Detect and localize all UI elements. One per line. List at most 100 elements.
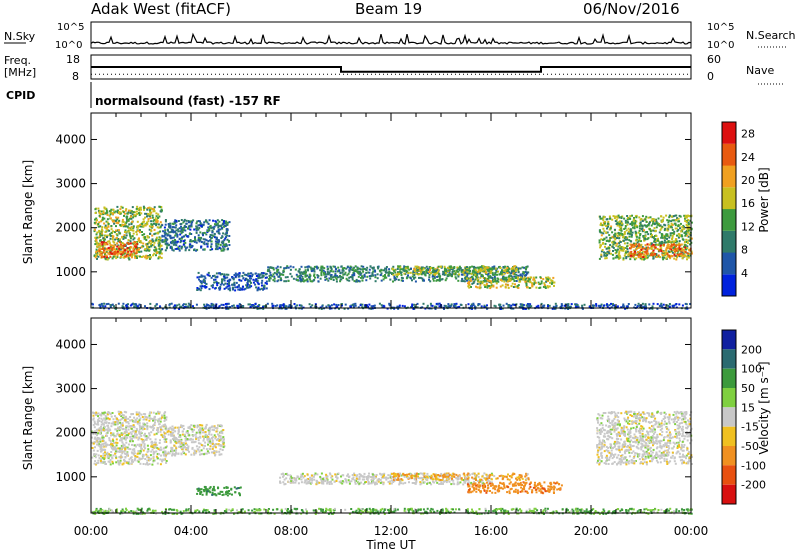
data-cell: [351, 274, 354, 277]
data-cell: [100, 455, 102, 458]
data-cell: [207, 222, 210, 225]
data-cell: [103, 255, 106, 258]
data-cell: [544, 287, 547, 289]
data-cell: [411, 303, 414, 306]
data-cell: [95, 233, 98, 236]
data-cell: [478, 287, 481, 290]
data-cell: [152, 220, 155, 223]
data-cell: [135, 411, 138, 414]
data-cell: [602, 232, 605, 235]
data-cell: [100, 213, 103, 216]
data-cell: [632, 254, 635, 257]
colorbar-segment: [722, 122, 736, 144]
data-cell: [94, 463, 97, 466]
data-cell: [623, 254, 626, 257]
data-cell: [627, 227, 630, 230]
data-cell: [284, 307, 287, 310]
data-cell: [481, 281, 484, 284]
data-cell: [678, 235, 681, 237]
data-cell: [679, 248, 682, 251]
data-cell: [153, 445, 156, 448]
data-cell: [159, 205, 162, 208]
data-cell: [438, 278, 441, 281]
data-cell: [305, 271, 307, 274]
data-cell: [118, 247, 121, 250]
data-cell: [603, 238, 606, 241]
data-cell: [155, 307, 158, 310]
data-cell: [117, 244, 120, 247]
data-cell: [471, 265, 474, 268]
data-cell: [93, 254, 96, 257]
data-cell: [498, 303, 501, 306]
data-cell: [671, 305, 674, 308]
data-cell: [653, 238, 656, 241]
data-cell: [132, 249, 135, 252]
data-cell: [623, 237, 626, 239]
data-cell: [420, 273, 423, 276]
data-cell: [658, 242, 661, 245]
data-cell: [395, 278, 398, 281]
data-cell: [414, 265, 417, 268]
data-cell: [166, 233, 169, 236]
data-cell: [182, 229, 185, 231]
data-cell: [136, 213, 139, 215]
data-cell: [636, 244, 639, 247]
data-cell: [157, 453, 160, 456]
data-cell: [494, 272, 497, 274]
data-cell: [660, 302, 663, 305]
data-cell: [622, 235, 625, 238]
data-cell: [118, 241, 121, 244]
data-cell: [401, 268, 404, 271]
data-cell: [178, 308, 181, 310]
data-cell: [655, 235, 658, 237]
data-cell: [610, 306, 613, 309]
data-cell: [131, 206, 134, 209]
data-cell: [499, 285, 502, 288]
data-cell: [378, 302, 381, 305]
data-cell: [144, 224, 147, 226]
data-cell: [136, 459, 139, 462]
data-cell: [121, 428, 124, 431]
data-cell: [616, 215, 619, 218]
data-cell: [427, 272, 430, 274]
data-cell: [93, 462, 96, 465]
date-title: 06/Nov/2016: [583, 0, 680, 18]
data-cell: [159, 306, 162, 309]
data-cell: [411, 275, 414, 278]
data-cell: [482, 265, 485, 268]
data-cell: [324, 278, 327, 281]
data-cell: [128, 227, 131, 230]
data-cell: [95, 221, 98, 224]
data-cell: [683, 255, 685, 258]
data-cell: [314, 276, 316, 279]
data-cell: [650, 245, 653, 248]
data-cell: [221, 245, 224, 248]
data-cell: [113, 448, 116, 451]
data-cell: [211, 231, 214, 234]
data-cell: [115, 250, 118, 253]
data-cell: [110, 434, 112, 437]
data-cell: [154, 305, 157, 308]
data-cell: [94, 456, 97, 459]
data-cell: [680, 243, 683, 246]
data-cell: [136, 305, 139, 308]
data-cell: [622, 233, 625, 236]
data-cell: [644, 237, 646, 240]
data-cell: [324, 273, 327, 276]
data-cell: [154, 239, 157, 242]
data-cell: [112, 423, 115, 426]
data-cell: [344, 303, 347, 306]
data-cell: [198, 275, 201, 278]
data-cell: [206, 273, 209, 276]
data-cell: [154, 443, 157, 446]
data-cell: [155, 238, 158, 241]
data-cell: [145, 249, 148, 252]
data-cell: [670, 222, 673, 225]
data-cell: [600, 217, 603, 220]
data-cell: [684, 217, 686, 220]
data-cell: [619, 256, 622, 259]
data-cell: [479, 266, 482, 269]
data-cell: [683, 227, 686, 230]
data-cell: [340, 275, 343, 278]
data-cell: [645, 231, 648, 234]
